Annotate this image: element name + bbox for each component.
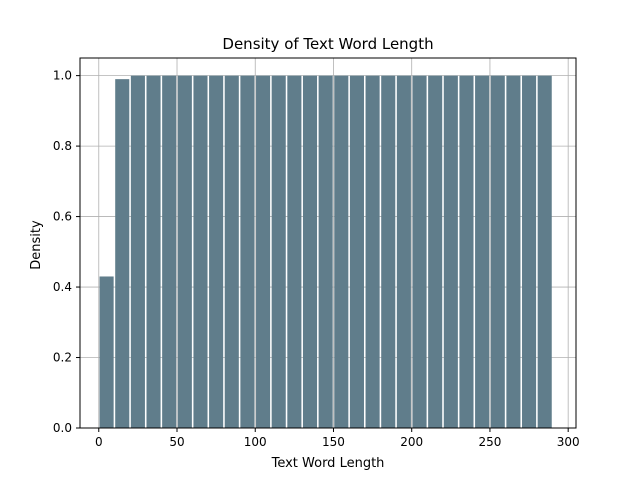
y-tick-label: 0.4 [53, 280, 72, 294]
x-tick-label: 50 [169, 435, 184, 449]
histogram-bar [302, 75, 318, 428]
y-tick-label: 0.6 [53, 210, 72, 224]
histogram-bar [162, 75, 177, 428]
histogram-bar [99, 276, 114, 428]
histogram-bar [334, 75, 349, 428]
histogram-bar [365, 75, 380, 428]
x-tick-label: 200 [400, 435, 423, 449]
y-tick-label: 0.2 [53, 351, 72, 365]
histogram-bar [443, 75, 458, 428]
histogram-bar [412, 75, 427, 428]
chart-title: Density of Text Word Length [222, 35, 433, 53]
x-tick-label: 100 [244, 435, 267, 449]
y-axis-label: Density [29, 220, 44, 270]
histogram-bar [459, 75, 474, 428]
x-tick-label: 250 [478, 435, 501, 449]
y-tick-label: 0.8 [53, 139, 72, 153]
histogram-bar [146, 75, 161, 428]
histogram-bar [193, 75, 208, 428]
histogram-bar [271, 75, 286, 428]
plot-frame [79, 57, 577, 429]
histogram-bar [209, 75, 224, 428]
histogram-bar [130, 75, 145, 428]
histogram-bar [115, 79, 130, 429]
histogram-bar [381, 75, 396, 428]
y-axis-ticks: 0.0 0.2 0.4 0.6 0.8 1.0 [53, 69, 80, 435]
histogram-bar [224, 75, 239, 428]
histogram-bar [318, 75, 333, 428]
histogram-bar [506, 75, 521, 428]
histogram-bar [522, 75, 537, 428]
histogram-bar [428, 75, 443, 428]
histogram-bar [177, 75, 192, 428]
x-axis-label: Text Word Length [271, 456, 385, 471]
y-tick-label: 1.0 [53, 69, 72, 83]
histogram-bar [490, 75, 505, 428]
x-axis-ticks: 0 50 100 150 200 250 300 [95, 428, 580, 449]
x-tick-label: 300 [557, 435, 580, 449]
histogram-bar [475, 75, 490, 428]
x-tick-label: 0 [95, 435, 103, 449]
histogram-bar [256, 75, 271, 428]
histogram-bar [537, 75, 552, 428]
histogram-bar [287, 75, 302, 428]
histogram-bar [349, 75, 364, 428]
x-tick-label: 150 [322, 435, 345, 449]
y-tick-label: 0.0 [53, 421, 72, 435]
bars [99, 75, 552, 429]
histogram-bar [396, 75, 411, 428]
histogram-bar [240, 75, 255, 428]
